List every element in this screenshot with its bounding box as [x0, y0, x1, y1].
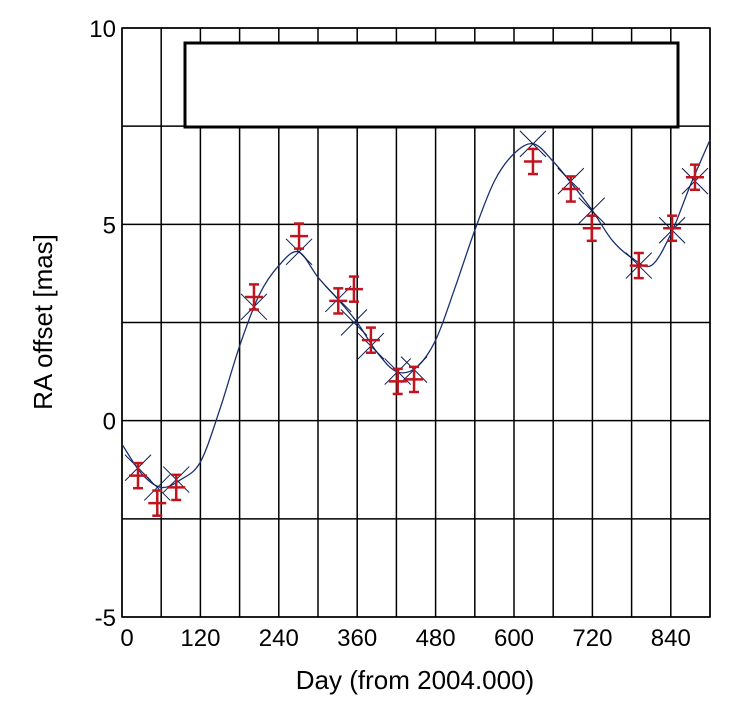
x-tick-label: 480	[416, 625, 456, 652]
observed-point	[405, 365, 424, 394]
observed-point	[561, 175, 580, 203]
x-stroke	[578, 197, 606, 224]
y-axis-label: RA offset [mas]	[28, 234, 58, 410]
x-tick-label: 720	[572, 625, 612, 652]
observed-point	[244, 283, 263, 311]
observed-point	[523, 147, 542, 176]
observed-point	[685, 163, 704, 192]
observed-point	[388, 367, 407, 396]
x-stroke	[519, 130, 547, 158]
model-point-x-marker	[519, 130, 547, 158]
observed-point	[148, 489, 167, 517]
model-point-x-marker	[578, 197, 606, 224]
observed-markers	[129, 147, 704, 517]
fit-curve-line	[121, 139, 711, 489]
observed-point	[329, 287, 348, 315]
x-tick-label: 240	[259, 625, 299, 652]
observed-point	[344, 275, 363, 303]
observed-point	[167, 473, 186, 502]
x-stroke	[340, 309, 368, 336]
plot-frame	[121, 27, 711, 618]
observed-point	[361, 326, 380, 354]
model-markers	[124, 130, 709, 501]
observed-point	[290, 222, 309, 250]
model-point-x-marker	[143, 474, 171, 501]
fit-curve-group	[121, 139, 711, 489]
y-tick-label: -5	[95, 605, 116, 632]
y-tick-label: 10	[89, 16, 116, 43]
x-tick-label: 600	[494, 625, 534, 652]
x-tick-label: 0	[120, 625, 133, 652]
legend-box	[183, 41, 680, 129]
x-stroke	[285, 238, 313, 266]
model-point-x-marker	[340, 309, 368, 336]
x-stroke	[143, 474, 171, 501]
y-tick-label: 0	[103, 409, 116, 436]
x-axis-label: Day (from 2004.000)	[296, 665, 534, 695]
observed-point	[629, 251, 648, 280]
observed-point	[129, 461, 148, 490]
x-tick-label: 120	[180, 625, 220, 652]
observed-point	[663, 214, 682, 243]
observed-point	[582, 214, 601, 243]
y-tick-label: 5	[103, 212, 116, 239]
x-tick-label: 840	[651, 625, 691, 652]
model-point-x-marker	[285, 238, 313, 266]
x-tick-label: 360	[337, 625, 377, 652]
